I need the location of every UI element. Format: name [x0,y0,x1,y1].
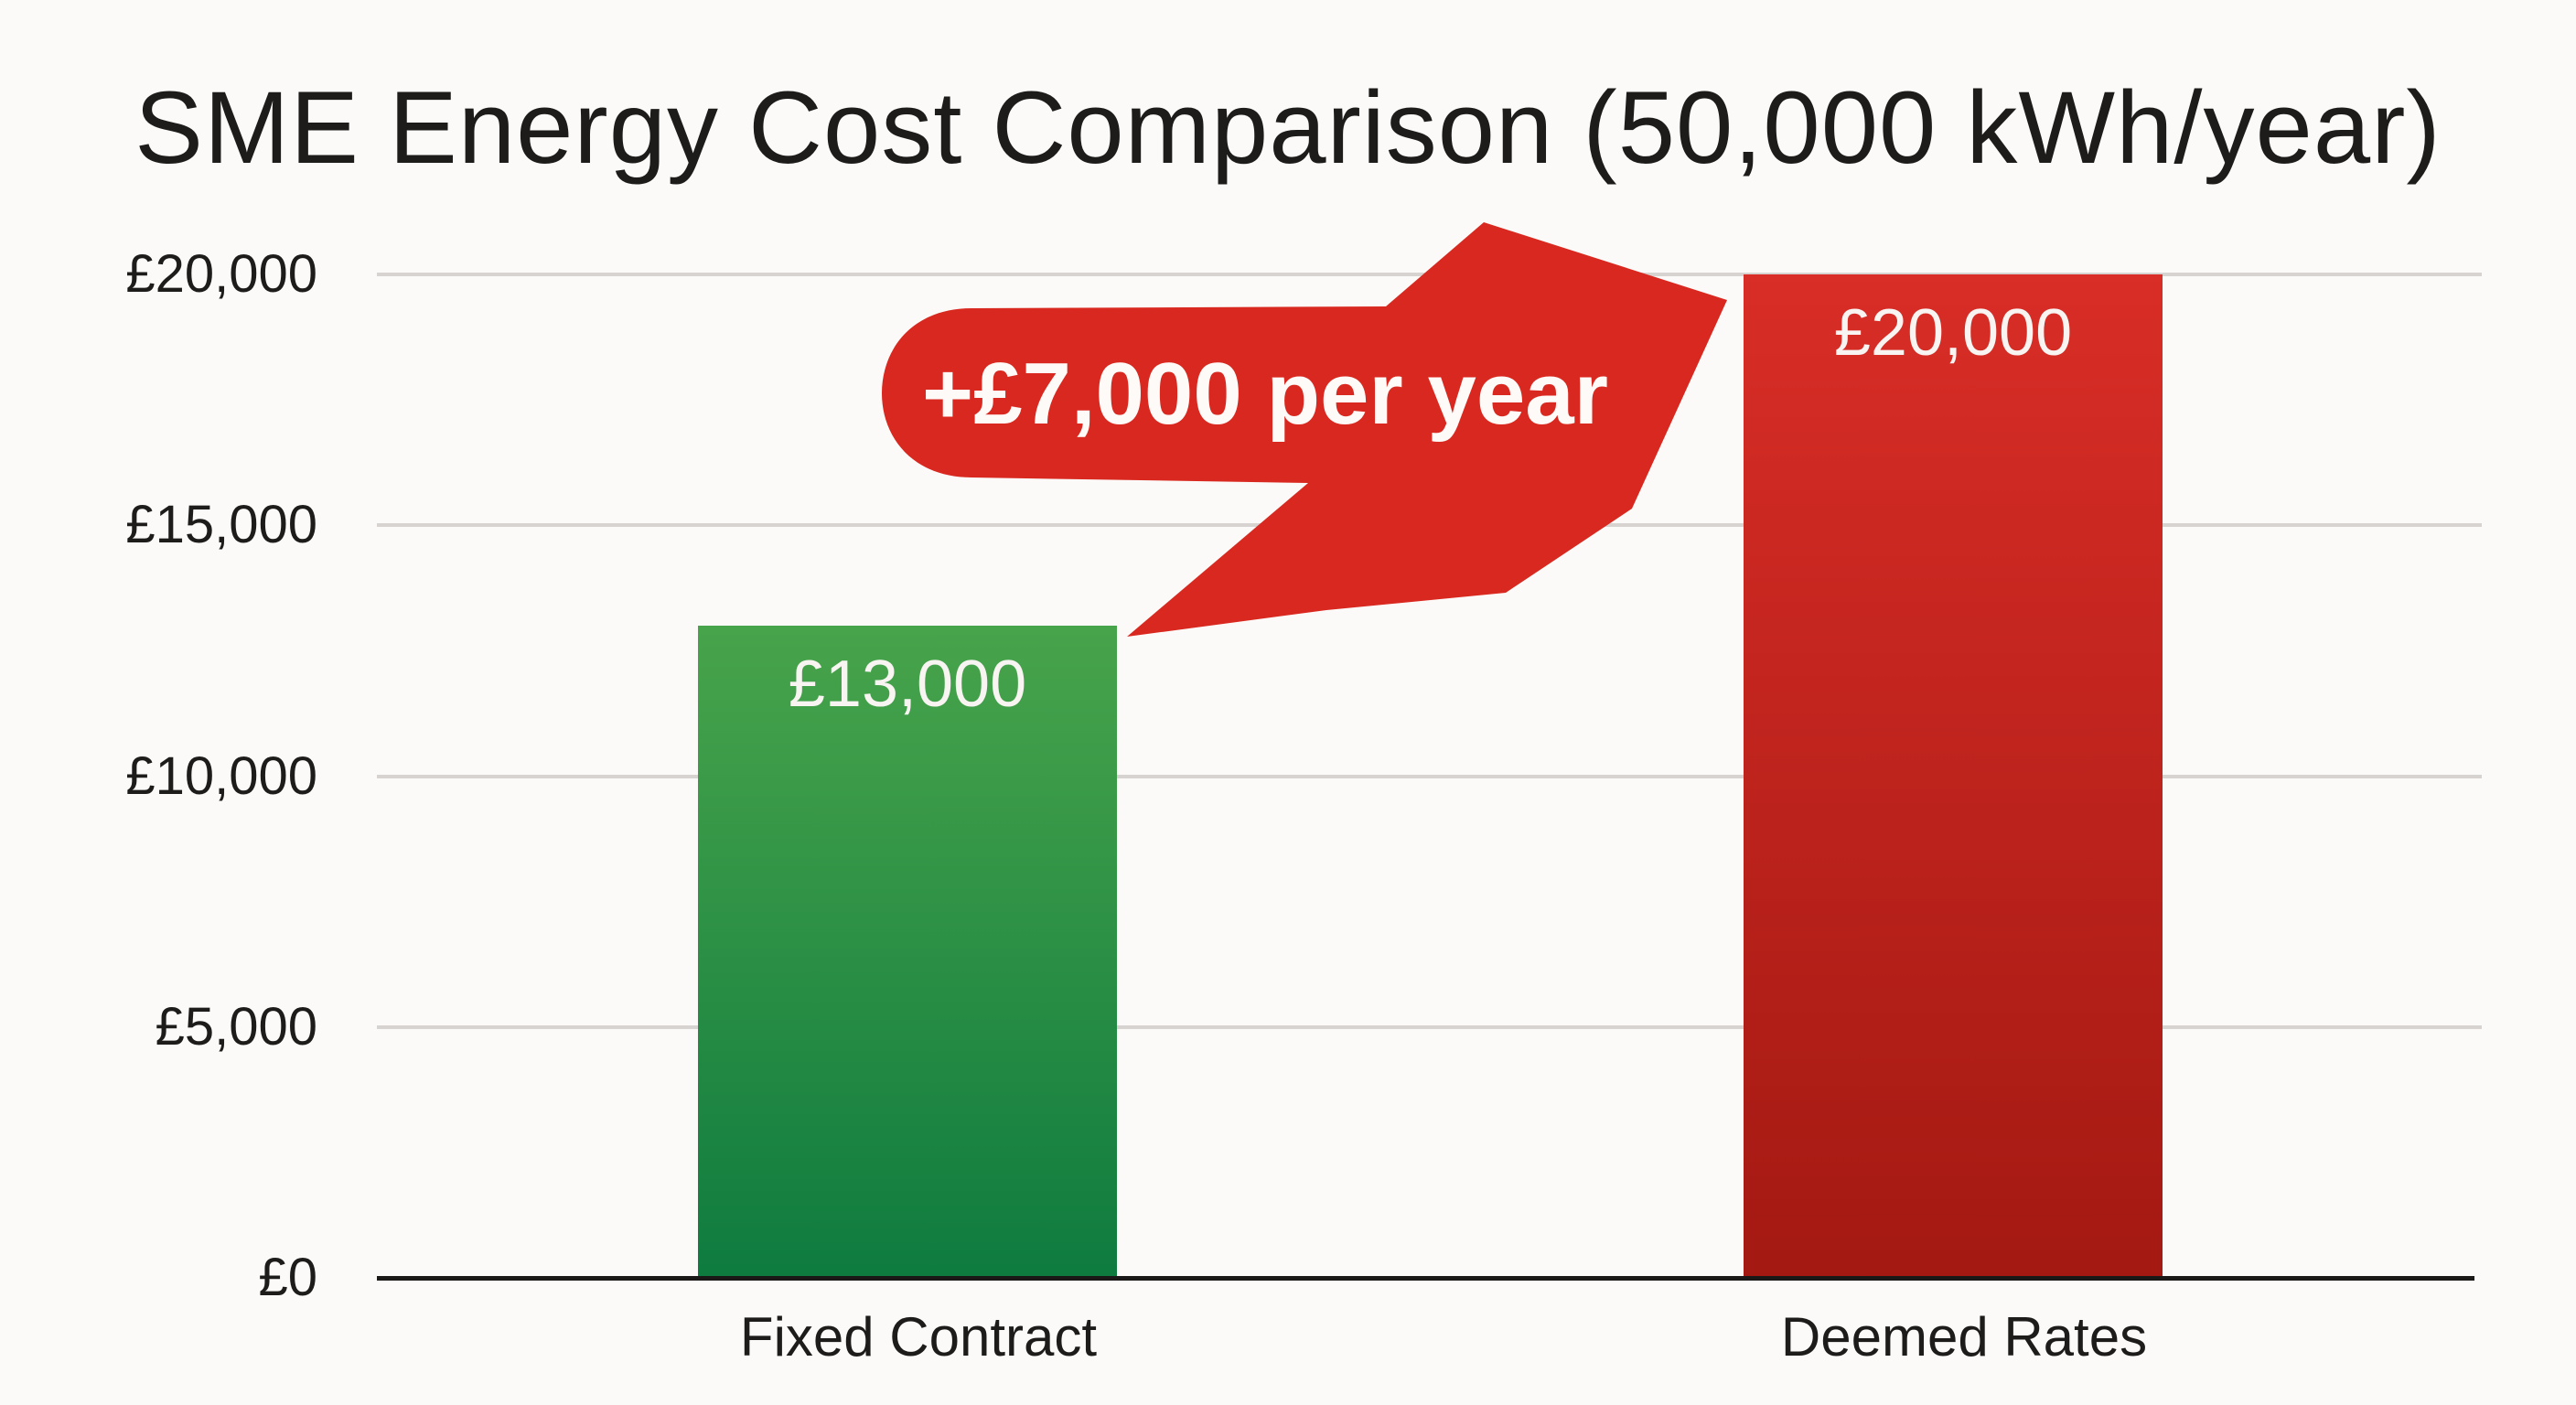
bar-value-label: £13,000 [788,648,1027,721]
gridline [377,775,2482,778]
y-axis-tick-label: £0 [258,1248,317,1307]
chart-title: SME Energy Cost Comparison (50,000 kWh/y… [134,70,2442,185]
x-axis-label-deemed-rates: Deemed Rates [1780,1306,2148,1367]
y-axis-tick-label: £10,000 [125,746,317,806]
y-axis-tick-label: £20,000 [125,244,317,304]
plot-baseline [377,1276,2474,1281]
bar-deemed-rates [1744,274,2163,1281]
bar-fixed-contract [698,626,1117,1281]
y-axis-tick-label: £15,000 [125,495,317,554]
y-axis-tick-label: £5,000 [155,997,317,1056]
x-axis-label-fixed-contract: Fixed Contract [739,1306,1098,1367]
increase-arrow-icon [882,222,1727,637]
increase-arrow-annotation: +£7,000 per year [922,345,1608,443]
bar-value-label: £20,000 [1833,296,2073,370]
gridline [377,1025,2482,1029]
